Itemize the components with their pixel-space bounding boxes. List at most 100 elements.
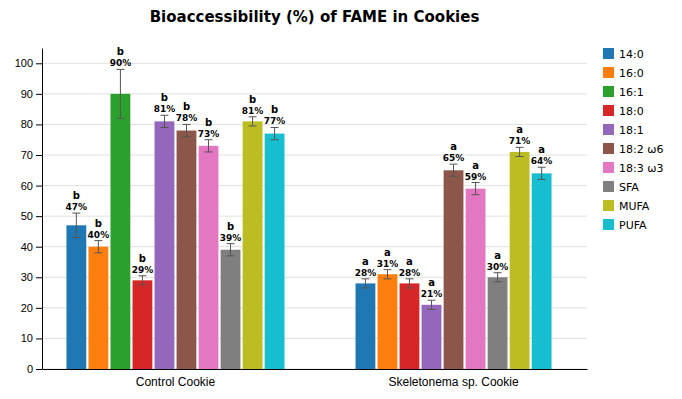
error-bar-line (405, 278, 413, 279)
bar (199, 146, 219, 369)
value-label: 65% (443, 153, 465, 163)
legend-item: 16:1 (603, 86, 644, 99)
legend-swatch (603, 86, 614, 97)
legend-swatch (603, 181, 614, 192)
value-label: 77% (264, 116, 286, 126)
y-tick-mark (36, 186, 42, 187)
error-bar-line (453, 164, 454, 176)
x-axis-line (43, 369, 588, 370)
y-tick-mark (36, 94, 42, 95)
y-tick-mark (36, 338, 42, 339)
error-bar-line (138, 284, 146, 285)
error-bar-line (271, 127, 279, 128)
value-label: 47% (66, 202, 88, 212)
y-tick: 30 (21, 271, 42, 283)
significance-label: b (271, 104, 278, 115)
error-bar-line (428, 300, 436, 301)
error-bar-line (365, 279, 366, 288)
error-bar-line (182, 124, 190, 125)
legend-swatch (603, 124, 614, 135)
value-label: 81% (242, 106, 264, 116)
significance-label: b (249, 94, 256, 105)
error-bar-line (205, 139, 213, 140)
legend-label: 18:0 (619, 105, 644, 118)
legend-swatch (603, 219, 614, 230)
significance-label: b (161, 92, 168, 103)
error-bar (361, 279, 369, 288)
error-bar-line (227, 243, 235, 244)
error-bar-line (475, 183, 476, 195)
significance-label: a (362, 256, 369, 267)
y-tick-label: 70 (21, 149, 33, 161)
error-bar-line (116, 69, 124, 70)
significance-label: a (428, 277, 435, 288)
y-axis: 0102030405060708090100 (15, 49, 43, 376)
y-tick-mark (36, 63, 42, 64)
error-bar (516, 147, 524, 156)
error-bar-line (94, 252, 102, 253)
value-label: 28% (355, 268, 377, 278)
legend-label: 16:0 (619, 67, 644, 80)
y-tick: 90 (21, 88, 42, 100)
bar (444, 170, 464, 369)
value-label: 29% (132, 265, 154, 275)
bar (378, 274, 398, 369)
y-tick-label: 50 (21, 210, 33, 222)
legend-swatch (603, 48, 614, 59)
error-bar-line (160, 127, 168, 128)
y-tick-label: 80 (21, 118, 33, 130)
error-bar-line (120, 69, 121, 118)
legend-label: PUFA (619, 219, 647, 232)
error-bar-line (472, 182, 480, 183)
value-label: 78% (176, 113, 198, 123)
legend-item: 18:3 ω3 (603, 162, 663, 175)
error-bar-line (519, 147, 520, 156)
error-bar-line (98, 241, 99, 253)
error-bar-line (409, 279, 410, 288)
error-bar-line (94, 240, 102, 241)
significance-label: a (516, 124, 523, 135)
error-bar (249, 117, 257, 126)
value-label: 39% (220, 233, 242, 243)
bar (133, 280, 153, 369)
error-bar-line (497, 273, 498, 282)
y-tick-label: 20 (21, 302, 33, 314)
significance-label: b (227, 221, 234, 232)
bar (243, 121, 263, 369)
y-tick: 50 (21, 210, 42, 222)
legend: 14:016:016:118:018:118:2 ω618:3 ω3SFAMUF… (603, 48, 663, 232)
significance-label: a (450, 141, 457, 152)
error-bar (271, 127, 279, 139)
y-tick: 0 (27, 363, 42, 375)
title: Bioaccessibility (%) of FAME in Cookies (150, 8, 480, 26)
y-tick-mark (36, 308, 42, 309)
y-tick-label: 40 (21, 241, 33, 253)
x-tick: Control Cookie (136, 369, 216, 389)
error-bar-line (361, 278, 369, 279)
bar (155, 121, 175, 369)
bar (488, 277, 508, 369)
error-bar (450, 164, 458, 176)
error-bar (227, 244, 235, 256)
significance-label: b (95, 218, 102, 229)
y-tick-label: 100 (15, 57, 33, 69)
value-label: 71% (509, 136, 531, 146)
y-tick-mark (36, 124, 42, 125)
chart: Bioaccessibility (%) of FAME in Cookies 4… (0, 0, 682, 399)
y-tick-label: 0 (27, 363, 33, 375)
value-label: 90% (110, 58, 132, 68)
error-bar (94, 241, 102, 253)
error-bar-line (142, 276, 143, 285)
significance-label: b (183, 101, 190, 112)
legend-swatch (603, 67, 614, 78)
legend-swatch (603, 200, 614, 211)
bar (66, 225, 86, 369)
y-tick-mark (36, 369, 42, 370)
error-bar-line (72, 237, 80, 238)
significance-label: b (73, 190, 80, 201)
error-bar (72, 213, 80, 237)
error-bar (138, 276, 146, 285)
data-labels: 47%b40%b90%b29%b81%b78%b73%b39%b81%b77%b… (66, 46, 553, 299)
legend-label: 14:0 (619, 48, 644, 61)
error-bar-line (138, 275, 146, 276)
